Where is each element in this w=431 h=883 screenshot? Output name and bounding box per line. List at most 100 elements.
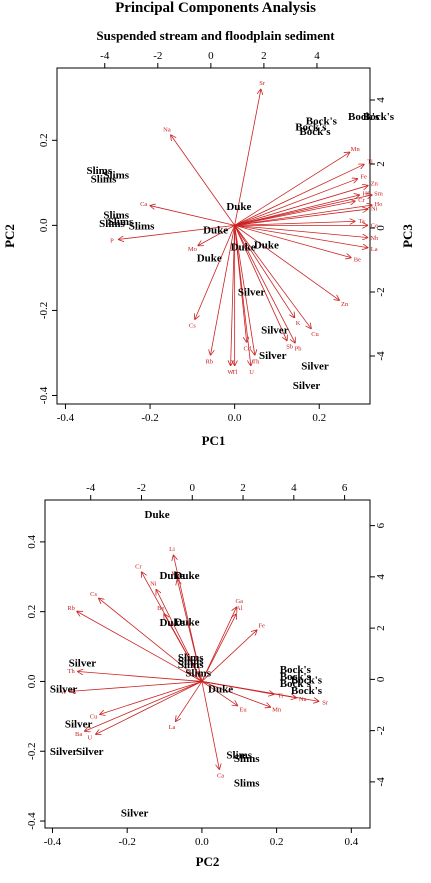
y2-tick-label: 2 (375, 625, 387, 631)
observation-label: Silver (50, 683, 78, 695)
loading-arrow (211, 225, 236, 354)
y-tick-label: -0.4 (26, 812, 38, 830)
x-tick-label: -0.4 (57, 412, 75, 424)
observation-label: Silver (76, 746, 104, 758)
x2-tick-label: 4 (314, 50, 320, 62)
variable-label: Cr (135, 563, 142, 570)
variable-label: U (249, 369, 254, 376)
observation-label: Slims (129, 220, 155, 232)
loading-arrow (100, 681, 203, 714)
x2-tick-label: 0 (190, 482, 196, 494)
loading-arrow (119, 224, 235, 239)
variable-label: W (61, 689, 68, 696)
observation-label: Duke (254, 240, 279, 252)
variable-label: Ho (374, 201, 382, 208)
variable-label: Cu (311, 331, 319, 338)
observation-label: Silver (121, 807, 149, 819)
x-axis-label: PC1 (202, 433, 226, 448)
variable-label: Ba (75, 731, 82, 738)
y2-tick-label: 4 (375, 574, 387, 580)
loading-arrow (234, 179, 357, 226)
x2-tick-label: 6 (342, 482, 348, 494)
variable-label: Mg (171, 570, 181, 577)
observation-label: Duke (203, 225, 228, 237)
observation-label: Slims (103, 210, 129, 222)
loading-arrow (234, 224, 351, 257)
chart-title: Principal Components Analysis (115, 0, 316, 16)
observation-label: Slims (226, 750, 252, 762)
observation-label: Bock's (291, 675, 323, 687)
variable-label: Cu (90, 713, 98, 720)
observation-label: Slims (178, 656, 204, 668)
variable-label: K (296, 320, 301, 327)
observation-label: Bock's (280, 678, 312, 690)
loading-arrow (195, 225, 236, 319)
y2-tick-label: 0 (375, 225, 387, 231)
y-tick-label: -0.2 (38, 302, 50, 319)
variable-label: Zn (371, 181, 379, 188)
variable-label: Ta (358, 218, 365, 225)
y2-tick-label: 4 (375, 97, 387, 103)
observation-label: Duke (231, 242, 256, 254)
y2-tick-label: 0 (375, 676, 387, 682)
y-tick-label: 0.4 (26, 534, 38, 548)
chart-subtitle: Suspended stream and floodplain sediment (96, 28, 335, 43)
observation-label: Bock's (291, 685, 323, 697)
observation-label: Duke (174, 570, 199, 582)
observation-label: Silver (261, 325, 289, 337)
y2-tick-label: -2 (375, 287, 387, 296)
loading-arrow (201, 681, 219, 768)
x2-tick-label: 0 (208, 50, 214, 62)
observation-label: Bock's (306, 115, 338, 127)
x-axis-label: PC2 (196, 854, 220, 869)
variable-label: Cs (189, 322, 196, 329)
observation-label: Silver (293, 380, 321, 392)
loading-arrow (234, 153, 350, 226)
y-tick-label: -0.4 (38, 386, 50, 404)
loading-arrow (78, 672, 202, 682)
x2-tick-label: 4 (291, 482, 297, 494)
variable-label: W (227, 369, 234, 376)
loading-arrow (201, 614, 236, 682)
variable-label: P (110, 237, 114, 244)
y-tick-label: 0.0 (38, 218, 50, 232)
loading-arrow (77, 612, 203, 682)
plot-frame (44, 499, 371, 829)
variable-label: Sb (286, 344, 293, 351)
variable-label: Ni (371, 205, 378, 212)
variable-label: Sm (374, 190, 383, 197)
observation-label: Bock's (299, 126, 331, 138)
variable-label: Tl (232, 369, 238, 376)
loading-arrow (234, 224, 368, 237)
loading-arrow (201, 681, 296, 697)
plot-frame (56, 67, 371, 405)
loading-arrow (96, 681, 203, 734)
observation-label: Duke (226, 201, 251, 213)
observation-label: Slims (178, 652, 204, 664)
y-tick-label: -0.2 (26, 743, 38, 760)
observation-label: Slims (185, 668, 211, 680)
variable-label: Th (68, 668, 76, 675)
variable-label: Cs (90, 591, 97, 598)
variable-label: Ti (367, 159, 373, 166)
y-tick-label: 0.0 (26, 674, 38, 688)
loading-arrow (151, 206, 235, 226)
observation-label: Silver (301, 361, 329, 373)
observation-label: Silver (50, 746, 78, 758)
x-tick-label: -0.4 (44, 836, 62, 848)
loading-arrow (71, 681, 202, 691)
loading-arrow (234, 225, 255, 354)
y-tick-label: 0.2 (26, 605, 38, 619)
loading-arrow (85, 681, 203, 731)
observation-label: Bock's (348, 111, 380, 123)
y-tick-label: 0.2 (38, 133, 50, 147)
y2-tick-label: -4 (375, 351, 387, 361)
observation-label: Slims (91, 174, 117, 186)
variable-label: Sr (259, 80, 266, 87)
loading-arrow (234, 165, 364, 226)
variable-label: Ga (235, 598, 243, 605)
variable-label: Ti (278, 692, 284, 699)
loading-arrow (164, 614, 203, 682)
loading-arrow (198, 225, 235, 245)
